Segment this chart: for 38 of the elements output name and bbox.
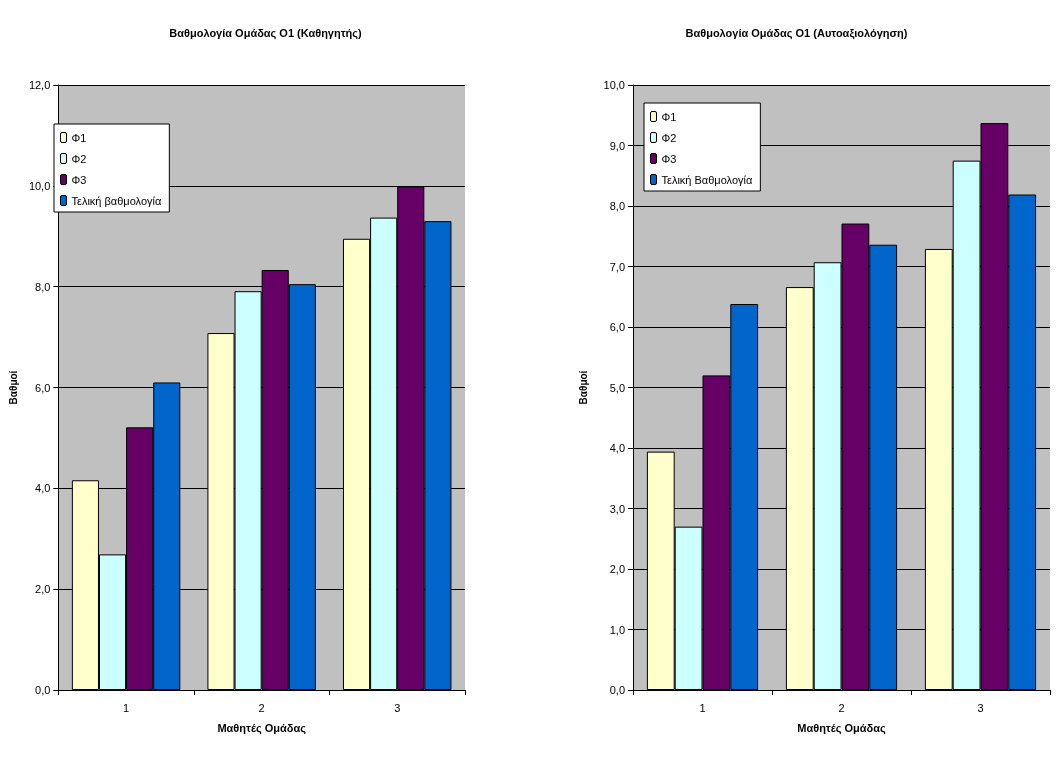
- y-tick-label: 0,0: [35, 684, 51, 696]
- y-tick-label: 1,0: [609, 623, 625, 636]
- y-tick-label: 6,0: [35, 381, 51, 394]
- y-tick-label: 8,0: [609, 200, 625, 212]
- x-axis-title: Μαθητές Ομάδας: [217, 721, 307, 735]
- x-axis-title: Μαθητές Ομάδας: [797, 721, 886, 735]
- legend-label: Φ1: [71, 131, 87, 144]
- chart-title: Βαθμολογία Ομάδας Ο1 (Καθηγητής): [169, 26, 363, 40]
- x-tick-label: 1: [699, 701, 706, 714]
- y-tick-label: 6,0: [609, 321, 625, 333]
- y-tick-label: 8,0: [35, 280, 51, 293]
- y-tick-label: 7,0: [609, 260, 625, 273]
- legend-label: Τελική Βαθμολογία: [661, 173, 753, 186]
- chart-title: Βαθμολογία Ομάδας Ο1 (Αυτοαξιολόγηση): [685, 26, 908, 40]
- legend-label: Φ3: [71, 173, 87, 186]
- legend-label: Φ2: [71, 152, 87, 165]
- y-tick-label: 2,0: [35, 583, 51, 596]
- y-tick-label: 3,0: [609, 502, 625, 515]
- y-tick-label: 0,0: [609, 684, 625, 696]
- y-tick-label: 10,0: [28, 179, 51, 192]
- legend-label: Φ1: [661, 110, 677, 123]
- y-tick-label: 10,0: [603, 79, 625, 91]
- legend-label: Φ2: [661, 131, 677, 144]
- y-tick-label: 9,0: [609, 139, 625, 152]
- y-tick-label: 5,0: [609, 381, 625, 394]
- y-tick-label: 4,0: [609, 442, 625, 454]
- y-tick-label: 2,0: [609, 563, 625, 575]
- legend-label: Τελική βαθμολογία: [71, 194, 162, 207]
- x-tick-label: 1: [123, 701, 130, 714]
- x-tick-label: 3: [394, 701, 401, 714]
- legend-label: Φ3: [661, 152, 677, 165]
- y-tick-label: 4,0: [35, 482, 51, 495]
- y-axis-title: Βαθμοί: [7, 370, 19, 405]
- x-tick-label: 2: [258, 701, 265, 714]
- x-tick-label: 3: [977, 701, 984, 714]
- x-tick-label: 2: [838, 701, 845, 714]
- y-axis-title: Βαθμοί: [577, 370, 589, 405]
- y-tick-label: 12,0: [28, 79, 51, 91]
